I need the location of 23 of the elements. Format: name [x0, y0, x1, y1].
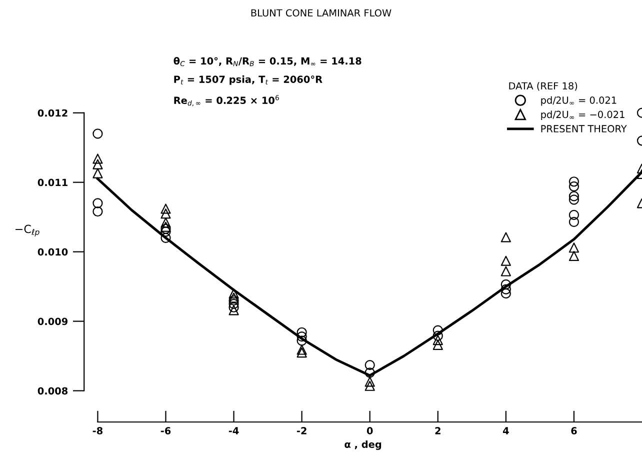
- text: θ$_{C}$ = 10°, R$_{N}$/R$_{B}$ = 0.15, M$_{∞}$ = 14.18: [174, 57, 362, 66]
- x-tick-label: -4: [228, 427, 239, 434]
- legend-label: pd/2U$_{∞}$ = −0.021: [541, 110, 624, 120]
- x-tick-label: -2: [296, 427, 306, 434]
- x-tick-label: 0: [366, 427, 373, 434]
- x-tick-label: -8: [92, 427, 103, 434]
- x-tick-label: -6: [160, 427, 171, 434]
- y-tick-label: 0.009: [38, 318, 68, 326]
- x-tick-label: 4: [502, 427, 509, 434]
- x-tick-label: 2: [435, 427, 440, 434]
- y-tick-label: 0.011: [38, 178, 68, 186]
- legend-title: DATA (REF 18): [509, 82, 578, 91]
- y-tick-label: 0.008: [38, 387, 68, 395]
- y-tick-label: 0.010: [38, 248, 68, 256]
- chart-title: BLUNT CONE LAMINAR FLOW: [251, 9, 392, 17]
- legend-label: PRESENT THEORY: [541, 125, 627, 132]
- x-axis-title: α , deg: [344, 440, 382, 450]
- text: Re$_{d,∞}$ = 0.225 × 10$^{6}$: [174, 95, 279, 106]
- legend-label: pd/2U$_{∞}$ = 0.021: [541, 96, 616, 106]
- text: P$_{t}$ = 1507 psia, T$_{t}$ = 2060°R: [174, 75, 322, 85]
- y-tick-label: 0.012: [38, 109, 68, 117]
- y-axis-title: −C$_{ℓp}$: [16, 224, 40, 236]
- x-tick-label: 6: [571, 427, 577, 434]
